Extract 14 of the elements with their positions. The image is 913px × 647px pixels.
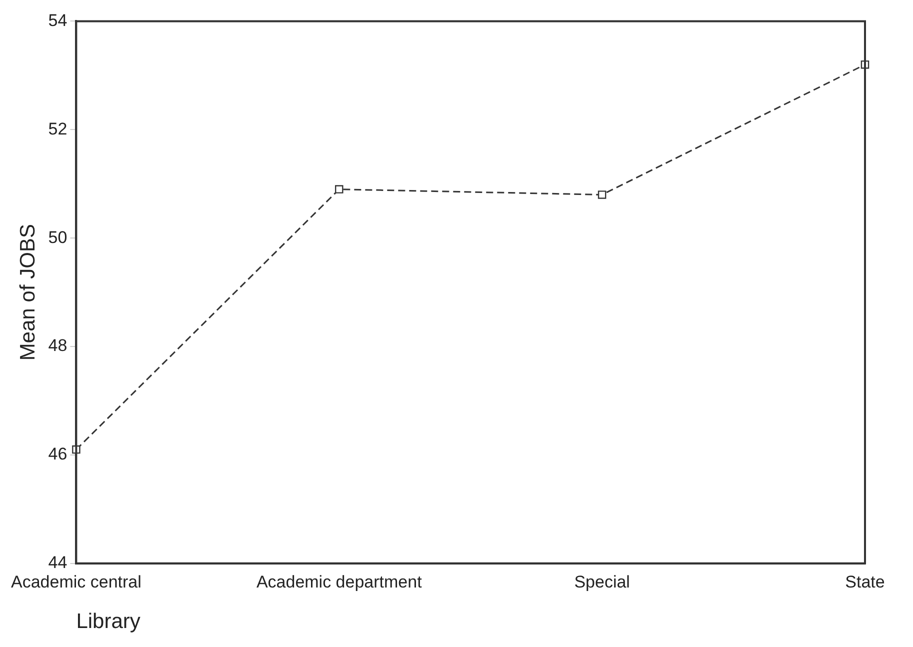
y-tick-label: 46 [48, 444, 68, 464]
x-tick-label: State [845, 572, 885, 592]
x-tick-label: Special [574, 572, 630, 592]
point [334, 185, 344, 194]
x-tick-label: Academic central [11, 572, 142, 592]
y-tick-label: 54 [48, 10, 68, 30]
x-axis-title: Library [76, 610, 141, 634]
x-tick-label: Academic department [256, 572, 422, 592]
y-tick-label: 52 [48, 119, 68, 138]
y-tick-label: 50 [48, 228, 68, 247]
y-tick-label: 44 [48, 553, 68, 572]
point [598, 190, 606, 199]
y-tick-label: 48 [48, 336, 68, 356]
y-axis-title: Mean of JOBS [16, 224, 40, 361]
